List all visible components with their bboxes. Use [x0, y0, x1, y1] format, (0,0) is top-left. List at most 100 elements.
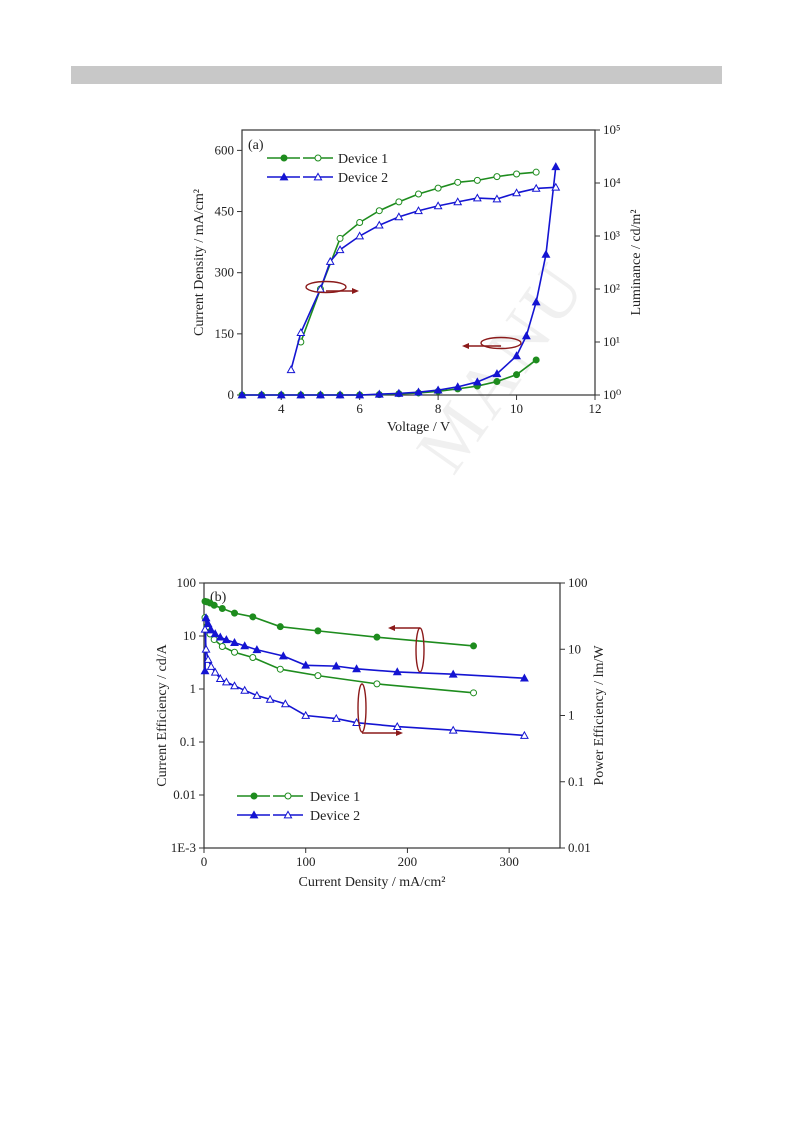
data-point	[206, 625, 216, 634]
chart-b: 0 100 200 300 1E-3 0.01 0.1 1 10 100 0.01 0.1 1 10 100…	[155, 575, 607, 890]
series-line	[290, 186, 556, 370]
data-point	[325, 256, 335, 265]
data-point	[433, 201, 443, 210]
data-point	[314, 627, 322, 635]
x-tick-label: 8	[435, 401, 442, 416]
data-point	[352, 664, 362, 673]
data-point	[296, 390, 306, 399]
data-point	[493, 173, 501, 181]
panel-label: (a)	[248, 138, 264, 153]
data-point	[472, 377, 482, 386]
series-line	[204, 617, 525, 679]
data-point	[210, 601, 218, 609]
data-point	[492, 369, 502, 378]
data-point	[252, 645, 262, 654]
data-point	[210, 636, 218, 644]
data-point	[448, 669, 458, 678]
data-point	[414, 387, 423, 396]
data-point	[286, 365, 296, 374]
data-point	[448, 725, 458, 734]
data-point	[237, 390, 247, 399]
series-line	[242, 359, 537, 396]
series-line	[204, 600, 474, 647]
data-point	[240, 641, 250, 650]
data-point	[373, 633, 381, 641]
data-point	[331, 661, 341, 670]
data-point	[280, 699, 290, 708]
legend-label: Device 2	[310, 809, 360, 824]
data-point	[395, 198, 403, 206]
data-point	[252, 690, 262, 699]
data-point	[473, 176, 481, 184]
data-point	[201, 613, 211, 622]
y2-tick-label: 10⁵	[603, 122, 621, 137]
data-point	[210, 629, 220, 638]
data-point	[331, 713, 341, 722]
data-point	[532, 168, 540, 176]
y2-tick-label: 100	[568, 575, 588, 590]
data-point	[512, 351, 522, 360]
data-point	[470, 642, 478, 650]
data-point	[276, 623, 284, 631]
y-tick-label: 0.1	[180, 734, 196, 749]
data-point	[240, 685, 250, 694]
data-point	[201, 644, 211, 653]
data-point	[392, 721, 402, 730]
data-point	[335, 390, 345, 399]
data-point	[276, 390, 286, 399]
data-point	[265, 694, 275, 703]
y-tick-label: 600	[215, 142, 235, 157]
data-point	[374, 220, 384, 229]
data-point	[301, 710, 311, 719]
x-tick-label: 12	[589, 401, 602, 416]
x-tick-label: 200	[398, 854, 418, 869]
x-tick-label: 6	[356, 401, 363, 416]
data-point	[414, 206, 423, 215]
data-point	[453, 382, 463, 391]
data-point	[541, 249, 551, 258]
data-point	[519, 673, 529, 682]
annotation-ellipse	[415, 627, 425, 673]
data-point	[249, 613, 257, 621]
data-point	[532, 356, 540, 364]
annotation-arrowhead	[388, 625, 395, 631]
y2-tick-label: 0.01	[568, 840, 591, 855]
legend-marker	[280, 154, 288, 162]
data-point	[394, 212, 404, 221]
annotation-ellipse	[357, 683, 367, 733]
y2-tick-label: 1	[568, 708, 575, 723]
data-point	[433, 385, 443, 394]
data-point	[519, 730, 529, 739]
data-point	[203, 619, 213, 628]
y2-axis-title: Luminance / cd/m²	[629, 209, 644, 315]
y2-axis-title: Power Efficiency / lm/W	[592, 645, 607, 786]
y-tick-label: 150	[215, 326, 235, 341]
data-point	[373, 680, 381, 688]
data-point	[210, 667, 220, 676]
data-point	[356, 218, 364, 226]
y-tick-label: 1	[190, 681, 197, 696]
data-point	[434, 184, 442, 192]
x-axis-title: Voltage / V	[387, 420, 450, 435]
y2-tick-label: 10²	[603, 281, 620, 296]
y2-tick-label: 10⁰	[603, 387, 621, 402]
annotation-arrowhead	[462, 343, 469, 349]
data-point	[551, 182, 561, 191]
data-point	[336, 234, 344, 242]
y2-tick-label: 10³	[603, 228, 620, 243]
data-point	[513, 170, 521, 178]
legend-marker	[313, 172, 323, 181]
data-point	[521, 331, 531, 340]
chart-a: 4 6 8 10 12 0 150 300 450 600 10⁰ 10¹ 10² 10³ 10⁴ 10⁵ Vo…	[192, 122, 644, 435]
data-point	[278, 651, 288, 660]
data-point	[200, 666, 210, 675]
x-tick-label: 4	[278, 401, 285, 416]
data-point	[453, 197, 463, 206]
data-point	[221, 635, 231, 644]
y-axis-title: Current Efficiency / cd/A	[155, 643, 170, 786]
data-point	[355, 390, 365, 399]
data-point	[415, 190, 422, 198]
data-point	[454, 178, 462, 186]
data-point	[230, 681, 239, 690]
